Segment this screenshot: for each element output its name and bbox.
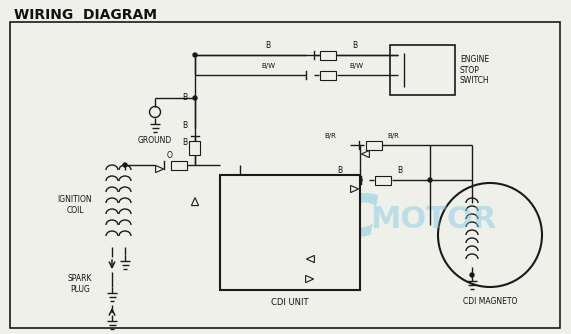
Text: CDI MAGNETO: CDI MAGNETO — [463, 297, 517, 306]
Polygon shape — [361, 150, 369, 158]
Circle shape — [193, 53, 197, 57]
Bar — [375, 175, 391, 184]
Circle shape — [470, 273, 474, 277]
Bar — [320, 50, 336, 59]
Polygon shape — [191, 198, 199, 206]
Text: IGNITION
COIL: IGNITION COIL — [58, 195, 93, 215]
Text: WIRING  DIAGRAM: WIRING DIAGRAM — [14, 8, 157, 22]
Bar — [220, 175, 360, 290]
Circle shape — [193, 96, 197, 100]
Text: B: B — [183, 138, 187, 147]
Text: pcc: pcc — [235, 178, 380, 252]
Text: B: B — [352, 41, 357, 50]
Bar — [390, 45, 455, 95]
Text: B: B — [266, 41, 271, 50]
Polygon shape — [305, 276, 313, 283]
Text: B/W: B/W — [349, 63, 363, 69]
Text: B: B — [337, 166, 343, 175]
Text: B: B — [183, 93, 187, 102]
Text: CDI UNIT: CDI UNIT — [271, 298, 309, 307]
Polygon shape — [307, 256, 315, 263]
Bar — [171, 161, 187, 169]
Text: B/R: B/R — [324, 133, 336, 139]
Polygon shape — [156, 165, 164, 173]
Text: B/R: B/R — [387, 133, 399, 139]
Circle shape — [358, 178, 362, 182]
Text: SPARK
PLUG: SPARK PLUG — [68, 274, 93, 294]
Text: B: B — [183, 121, 187, 130]
Polygon shape — [351, 185, 359, 193]
Circle shape — [123, 163, 127, 167]
Text: O: O — [167, 151, 173, 160]
Text: MOTOR: MOTOR — [370, 205, 496, 234]
Text: GROUND: GROUND — [138, 136, 172, 145]
Text: B: B — [397, 166, 403, 175]
Bar — [320, 70, 336, 79]
Bar — [366, 141, 382, 150]
Text: ENGINE
STOP
SWITCH: ENGINE STOP SWITCH — [460, 55, 489, 85]
Text: B/W: B/W — [261, 63, 275, 69]
Bar — [190, 141, 200, 155]
Circle shape — [428, 178, 432, 182]
